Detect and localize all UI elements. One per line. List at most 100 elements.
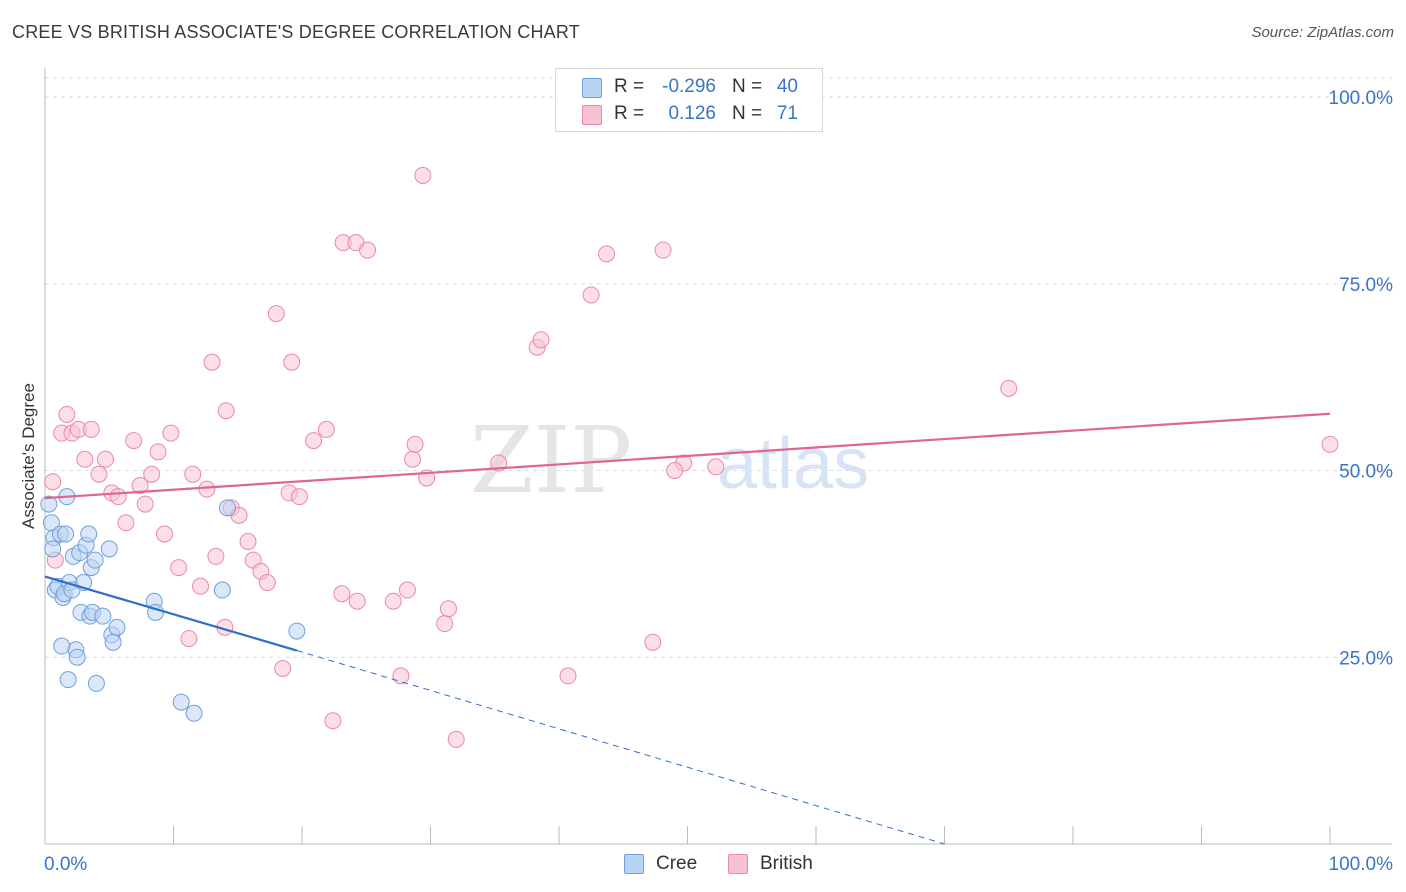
cree-n-value: 40 xyxy=(776,76,798,97)
y-tick-label-25: 25.0% xyxy=(1339,648,1393,669)
british-point xyxy=(359,241,377,259)
watermark-atlas: atlas xyxy=(717,424,869,504)
british-point xyxy=(1321,435,1339,453)
british-point xyxy=(582,286,600,304)
british-point xyxy=(191,577,209,595)
cree-point xyxy=(80,525,98,543)
n-label: N = xyxy=(732,76,763,97)
cree-swatch xyxy=(624,854,644,874)
british-point xyxy=(125,432,143,450)
cree-point xyxy=(213,581,231,599)
y-axis-label: Associate's Degree xyxy=(19,383,38,529)
british-point xyxy=(305,432,323,450)
british-point xyxy=(384,592,402,610)
cree-point xyxy=(87,674,105,692)
cree-point xyxy=(40,495,58,513)
british-point xyxy=(436,615,454,633)
grid-lines xyxy=(45,77,1392,658)
y-tick-label-75: 75.0% xyxy=(1339,275,1393,296)
cree-r-value: -0.296 xyxy=(662,76,716,97)
cree-legend-label: Cree xyxy=(656,853,698,874)
british-point xyxy=(324,712,342,730)
x-tick-label-0: 0.0% xyxy=(44,854,87,875)
british-trend-line xyxy=(44,412,1331,500)
british-point xyxy=(317,420,335,438)
legend-row-british: R = 0.126 N = 71 xyxy=(556,101,822,127)
british-point xyxy=(170,559,188,577)
cree-point xyxy=(185,704,203,722)
british-point xyxy=(184,465,202,483)
r-label: R = xyxy=(614,103,645,124)
cree-point xyxy=(100,540,118,558)
r-label: R = xyxy=(614,76,645,97)
british-point xyxy=(666,462,684,479)
british-point xyxy=(447,730,465,748)
british-point xyxy=(143,465,161,483)
british-point xyxy=(406,435,424,453)
british-point xyxy=(348,592,366,610)
axes xyxy=(44,68,1392,845)
british-point xyxy=(414,166,432,184)
british-point xyxy=(333,585,351,603)
british-point xyxy=(131,476,149,494)
british-legend-label: British xyxy=(760,853,813,874)
stats-legend: R = -0.296 N = 40 R = 0.126 N = 71 xyxy=(555,68,823,132)
british-point xyxy=(203,353,221,371)
british-point xyxy=(198,480,216,498)
y-tick-label-100: 100.0% xyxy=(1329,88,1394,109)
british-point xyxy=(598,245,616,263)
british-point xyxy=(283,353,301,371)
british-point xyxy=(136,495,154,513)
british-point xyxy=(398,581,416,599)
cree-point xyxy=(108,618,126,636)
n-label: N = xyxy=(732,103,763,124)
cree-swatch xyxy=(582,78,602,98)
british-point xyxy=(239,532,257,550)
watermark: ZIP atlas xyxy=(470,407,869,514)
chart-title: CREE VS BRITISH ASSOCIATE'S DEGREE CORRE… xyxy=(12,22,580,42)
british-point xyxy=(207,547,225,565)
british-swatch xyxy=(728,854,748,874)
british-point xyxy=(82,420,100,438)
cree-point xyxy=(68,648,86,666)
british-point xyxy=(644,633,662,651)
cree-point xyxy=(172,693,190,711)
british-point xyxy=(267,305,285,323)
british-point xyxy=(217,402,235,420)
british-point xyxy=(156,525,174,543)
british-point xyxy=(654,241,672,259)
legend-row-cree: R = -0.296 N = 40 xyxy=(556,74,822,100)
british-point xyxy=(76,450,94,468)
british-point xyxy=(1000,379,1018,397)
british-points xyxy=(44,166,1339,748)
british-point xyxy=(404,450,422,468)
british-point xyxy=(90,465,108,483)
y-tick-label-50: 50.0% xyxy=(1339,462,1393,483)
cree-point xyxy=(94,607,112,625)
british-point xyxy=(44,473,62,491)
cree-point xyxy=(44,540,62,558)
cree-points xyxy=(40,488,306,722)
cree-point xyxy=(218,499,236,517)
cree-trend-line xyxy=(44,575,298,652)
british-point xyxy=(532,331,550,349)
source-label: Source: ZipAtlas.com xyxy=(1251,24,1394,41)
british-point xyxy=(707,458,725,476)
british-point xyxy=(180,630,198,648)
cree-point xyxy=(86,551,104,569)
british-point xyxy=(162,424,180,442)
british-point xyxy=(109,488,127,506)
british-swatch xyxy=(582,105,602,125)
cree-trend-extension xyxy=(296,650,945,845)
british-n-value: 71 xyxy=(776,103,798,124)
cree-point xyxy=(57,525,75,543)
x-tick-label-100: 100.0% xyxy=(1329,854,1394,875)
british-point xyxy=(290,488,308,506)
cree-point xyxy=(53,637,71,655)
british-point xyxy=(258,574,276,592)
british-point xyxy=(392,667,410,685)
british-point xyxy=(96,450,114,468)
british-point xyxy=(559,667,577,685)
tick-labels: 25.0% 50.0% 75.0% 100.0% 0.0% 100.0% xyxy=(44,88,1393,875)
